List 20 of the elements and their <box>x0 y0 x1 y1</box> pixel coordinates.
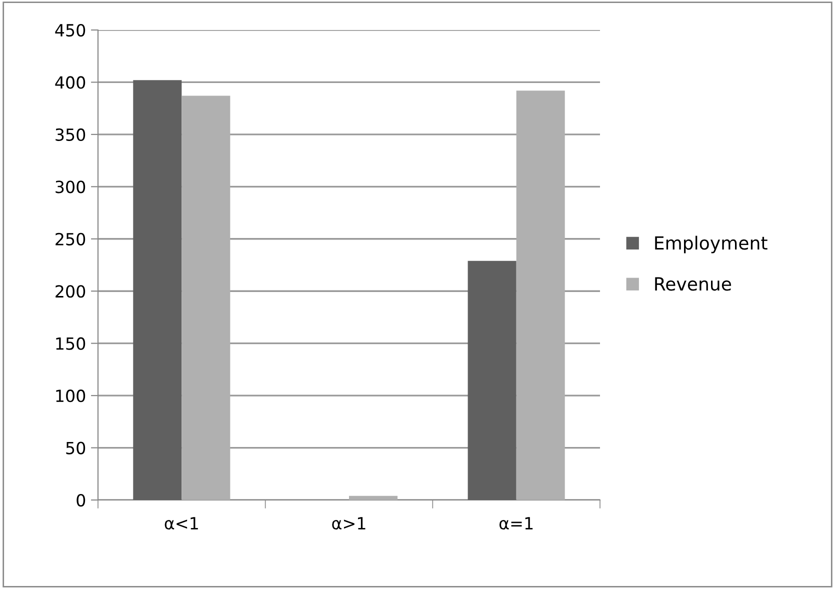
x-tick-label: α>1 <box>332 517 366 530</box>
legend-label: Revenue <box>655 277 732 291</box>
bar <box>182 96 230 500</box>
y-tick-label: 150 <box>56 337 86 350</box>
bar <box>516 90 565 500</box>
x-tick-label: α=1 <box>499 517 533 530</box>
bar <box>468 260 516 500</box>
bar <box>349 496 398 500</box>
y-tick-label: 0 <box>76 494 86 507</box>
y-tick-label: 450 <box>55 24 86 37</box>
y-tick-label: 100 <box>56 390 86 402</box>
y-tick-label: 400 <box>55 76 86 89</box>
y-tick-label: 200 <box>56 285 86 298</box>
legend-label: Employment <box>655 236 768 254</box>
y-tick-label: 300 <box>56 180 86 194</box>
bar <box>133 80 182 500</box>
y-tick-label: 50 <box>66 442 86 454</box>
x-tick-label: α<1 <box>164 517 198 530</box>
y-tick-label: 350 <box>56 128 86 142</box>
y-tick-label: 250 <box>56 232 86 246</box>
